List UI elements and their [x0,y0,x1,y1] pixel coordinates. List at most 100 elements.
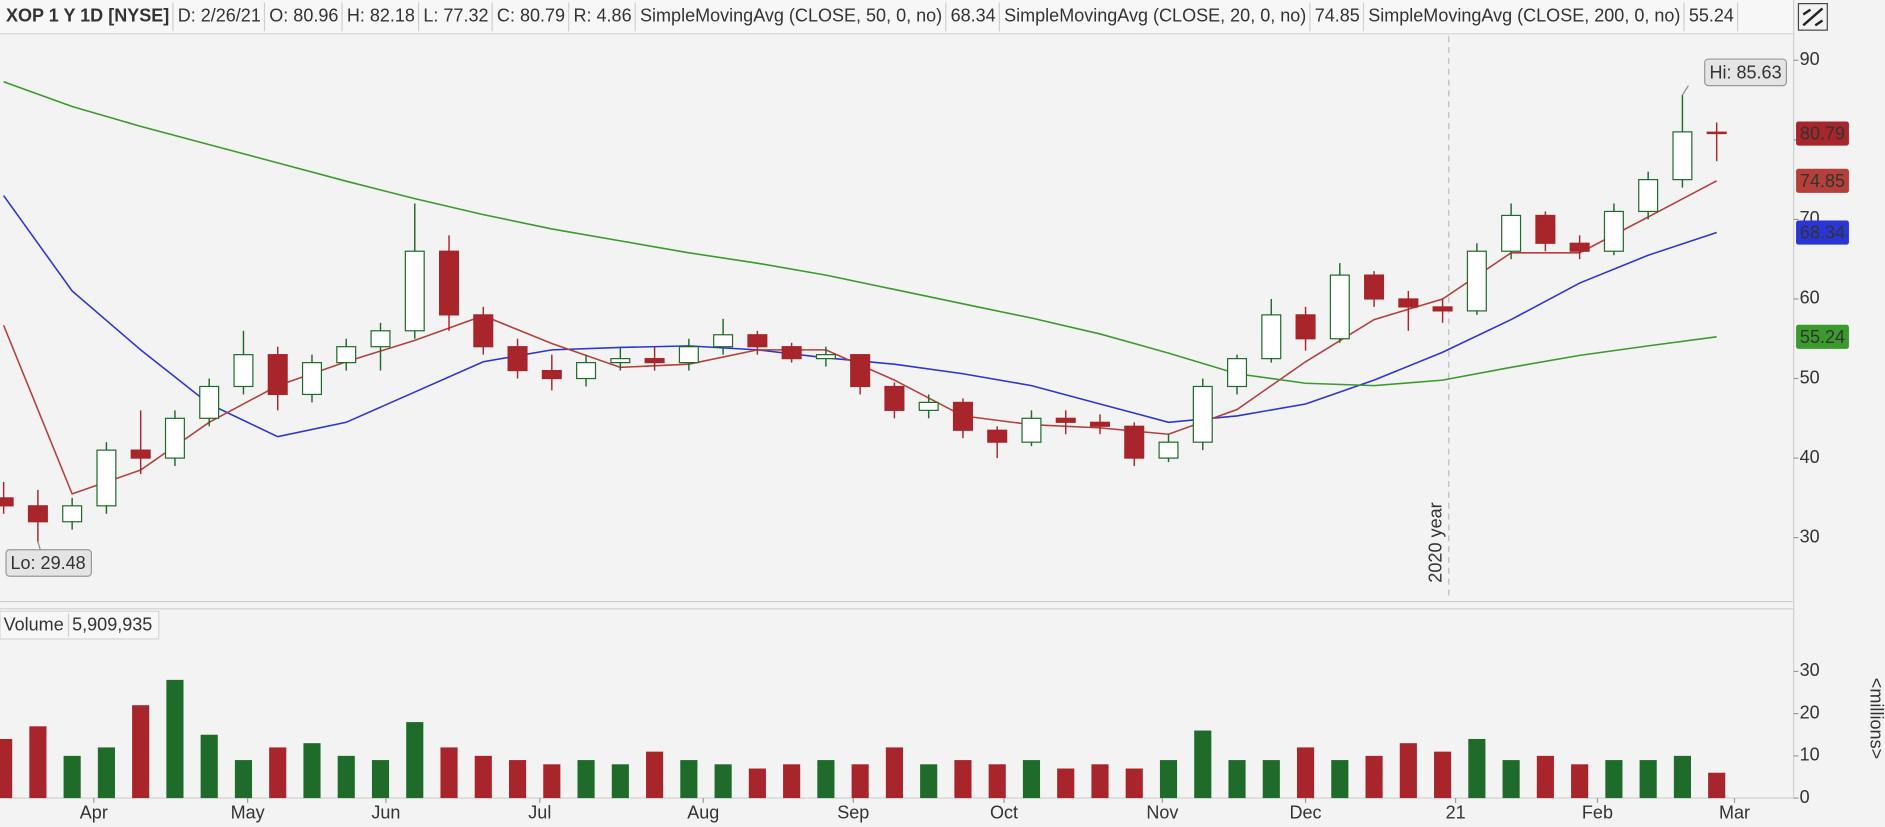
volume-bar [234,760,253,799]
volume-bar [166,679,184,799]
volume-bar [920,764,938,799]
volume-bar [97,747,115,799]
candle-body [1295,314,1316,340]
readout: R: 4.86 [573,6,631,26]
candle-body [404,250,425,332]
tool-glyph [1802,7,1824,27]
candle-body [27,505,48,523]
readout: H: 82.18 [347,6,415,26]
x-tick-label: May [231,802,265,822]
volume-bar [29,726,47,799]
legend-value: 55.24 [1689,6,1734,26]
x-tick-label: Apr [80,802,108,822]
lo-leader [37,541,41,550]
candle-body [1124,425,1145,459]
volume-bar [200,734,218,799]
volume-bar [63,755,81,799]
candle-body [576,362,597,380]
volume-bar [1228,760,1246,799]
volume-bar [1262,760,1280,799]
candle-body [541,369,562,380]
unit-label: <millions> [1867,678,1885,759]
volume-bar [474,755,492,799]
candle-body [1364,274,1385,300]
volume-bar [1536,755,1554,799]
candle-body [1535,214,1556,244]
tool-icon[interactable] [1797,3,1828,31]
candle-body [747,334,768,348]
candle-body [1158,441,1179,459]
legend-entry: SimpleMovingAvg (CLOSE, 200, 0, no) [1368,6,1680,26]
candle-body [781,346,802,360]
candle-body [952,401,973,431]
price-badge [1796,220,1849,245]
candle-body [1432,306,1453,312]
hi-leader [1681,85,1689,96]
candle-body [1055,417,1076,423]
volume-bar [337,755,355,799]
volume-bar [1502,760,1520,799]
readout: L: 77.32 [423,6,488,26]
volume-bar [508,760,527,799]
volume-bar [1022,760,1041,799]
candle-body [1569,242,1590,252]
x-tick-label: Dec [1290,802,1322,822]
volume-bar [714,764,732,799]
price-badge-label: 55.24 [1800,327,1845,347]
candle-body [644,358,665,364]
header-bar [0,0,1794,34]
candle-body [815,354,836,360]
price-badge [1796,168,1849,193]
readout: O: 80.96 [269,6,338,26]
candle-body [267,354,288,396]
x-tick-label: Feb [1582,802,1613,822]
candle-body [164,417,185,459]
volume-bar [783,764,801,799]
candle-body [610,358,631,364]
candle-body [336,346,357,364]
candle-body [1466,250,1487,312]
y-tick-label: 30 [1800,660,1820,680]
volume-bar [1605,760,1623,799]
sma-line [3,80,1717,387]
candle-body [1261,314,1282,360]
volume-bar [1057,768,1075,799]
legend-value: 68.34 [951,6,996,26]
price-badge [1796,324,1849,349]
candle-body [130,449,151,459]
volume-bar [1434,751,1452,799]
y-tick-label: 90 [1800,49,1820,69]
volume-bar [1331,760,1349,799]
year-label: 2020 year [1426,502,1446,582]
candle-body [0,497,14,507]
lo-label: Lo: 29.48 [11,553,86,573]
volume-bar [1399,743,1417,799]
candle-body [884,385,905,411]
volume-bar [1708,772,1726,799]
candle-body [233,354,254,388]
volume-title: Volume [4,614,64,634]
candle-body [301,362,323,396]
volume-bar [371,760,390,799]
candle-body [1329,274,1350,340]
candle-body [1021,417,1042,443]
volume-bar [1365,755,1383,799]
price-badge-label: 80.79 [1800,124,1845,144]
symbol-title: XOP 1 Y 1D [NYSE] [6,6,169,26]
y-tick-label: 20 [1800,702,1820,722]
legend-value: 74.85 [1315,6,1360,26]
x-tick-label: 21 [1446,802,1466,822]
legend-entry: SimpleMovingAvg (CLOSE, 20, 0, no) [1004,6,1306,26]
volume-bar [1571,764,1589,799]
volume-bar [1296,747,1315,799]
candle-body [1192,385,1213,443]
candle-body [507,346,528,372]
y-tick-label: 50 [1800,367,1820,387]
legend-entry: SimpleMovingAvg (CLOSE, 50, 0, no) [640,6,942,26]
volume-bar [1125,768,1143,799]
y-tick-label: 30 [1800,526,1820,546]
x-tick-label: Jun [371,802,400,822]
x-tick-label: Sep [837,802,869,822]
